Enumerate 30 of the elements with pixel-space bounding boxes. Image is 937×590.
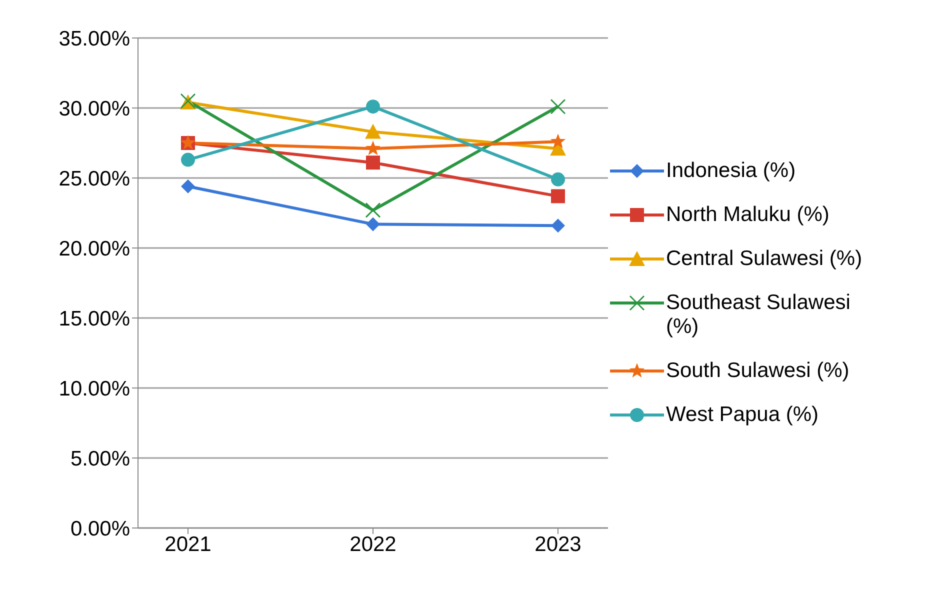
point [551, 218, 565, 233]
x-tick-label: 2022 [350, 532, 396, 556]
legend-label: Central Sulawesi (%) [666, 247, 864, 271]
point [550, 134, 566, 148]
point [181, 179, 195, 194]
point [181, 152, 195, 167]
point [366, 100, 380, 114]
point [366, 156, 380, 170]
point [551, 172, 565, 186]
legend-label: North Maluku (%) [666, 203, 830, 227]
point [550, 98, 566, 114]
y-tick-label: 0.00% [70, 517, 130, 540]
y-tick-label: 5.00% [70, 447, 130, 470]
point [365, 124, 381, 139]
x-tick-label: 2023 [534, 532, 582, 556]
y-tick-label: 25.00% [58, 167, 130, 190]
legend-label: Southeast Sulawesi (%) [666, 291, 852, 339]
x-tick-label: 2021 [164, 532, 212, 556]
point [551, 189, 565, 204]
point [366, 217, 380, 232]
y-tick-label: 30.00% [58, 97, 130, 120]
y-tick-label: 20.00% [58, 237, 130, 260]
legend-label: Indonesia (%) [666, 159, 797, 183]
y-tick-label: 10.00% [58, 377, 130, 400]
legend-label: South Sulawesi (%) [666, 359, 850, 383]
y-tick-label: 15.00% [58, 307, 130, 330]
point [365, 202, 381, 218]
y-tick-label: 35.00% [58, 27, 130, 50]
point [365, 140, 381, 156]
legend-label: West Papua (%) [666, 403, 820, 427]
